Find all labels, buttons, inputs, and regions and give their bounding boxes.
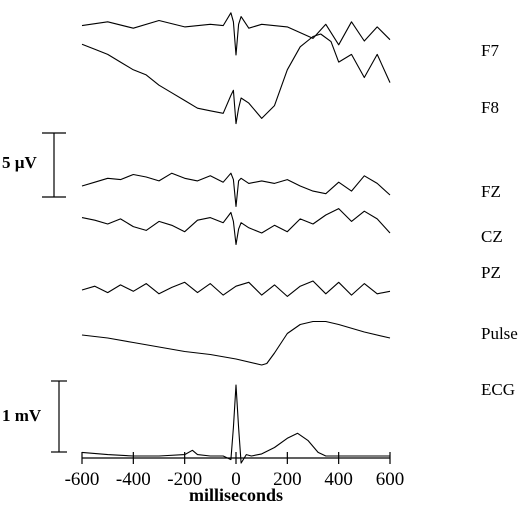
- x-tick-label: 0: [231, 469, 241, 490]
- trace-pz: [81, 280, 391, 297]
- x-ticks: -600 -400 -200 0 200 400 600: [65, 452, 405, 490]
- x-axis-title: milliseconds: [189, 485, 283, 505]
- trace-f7: [81, 12, 391, 56]
- channel-label-f7: F7: [481, 41, 499, 60]
- traces-group: [81, 12, 391, 464]
- trace-fz: [81, 172, 391, 208]
- x-tick-label: 600: [376, 469, 405, 490]
- channel-label-fz: FZ: [481, 182, 501, 201]
- trace-cz: [81, 208, 391, 246]
- x-axis: -600 -400 -200 0 200 400 600 milliseconds: [65, 452, 405, 505]
- x-tick-label: -200: [167, 469, 202, 490]
- eeg-scale-bar: 5 µV: [2, 132, 66, 198]
- x-tick-label: -400: [116, 469, 151, 490]
- channel-label-pulse: Pulse: [481, 324, 518, 343]
- x-tick-label: -600: [65, 469, 100, 490]
- ecg-scale-bar: 1 mV: [2, 380, 67, 453]
- channel-label-f8: F8: [481, 98, 499, 117]
- x-tick-label: 200: [273, 469, 302, 490]
- channel-label-pz: PZ: [481, 263, 501, 282]
- ecg-scale-label: 1 mV: [2, 406, 42, 425]
- channel-label-cz: CZ: [481, 227, 503, 246]
- x-tick-label: 400: [324, 469, 353, 490]
- trace-f8: [81, 33, 391, 125]
- trace-pulse: [81, 320, 391, 366]
- channel-labels: F7 F8 FZ CZ PZ Pulse ECG: [481, 41, 518, 399]
- channel-label-ecg: ECG: [481, 380, 515, 399]
- trace-ecg: [81, 384, 390, 464]
- eeg-scale-label: 5 µV: [2, 153, 38, 172]
